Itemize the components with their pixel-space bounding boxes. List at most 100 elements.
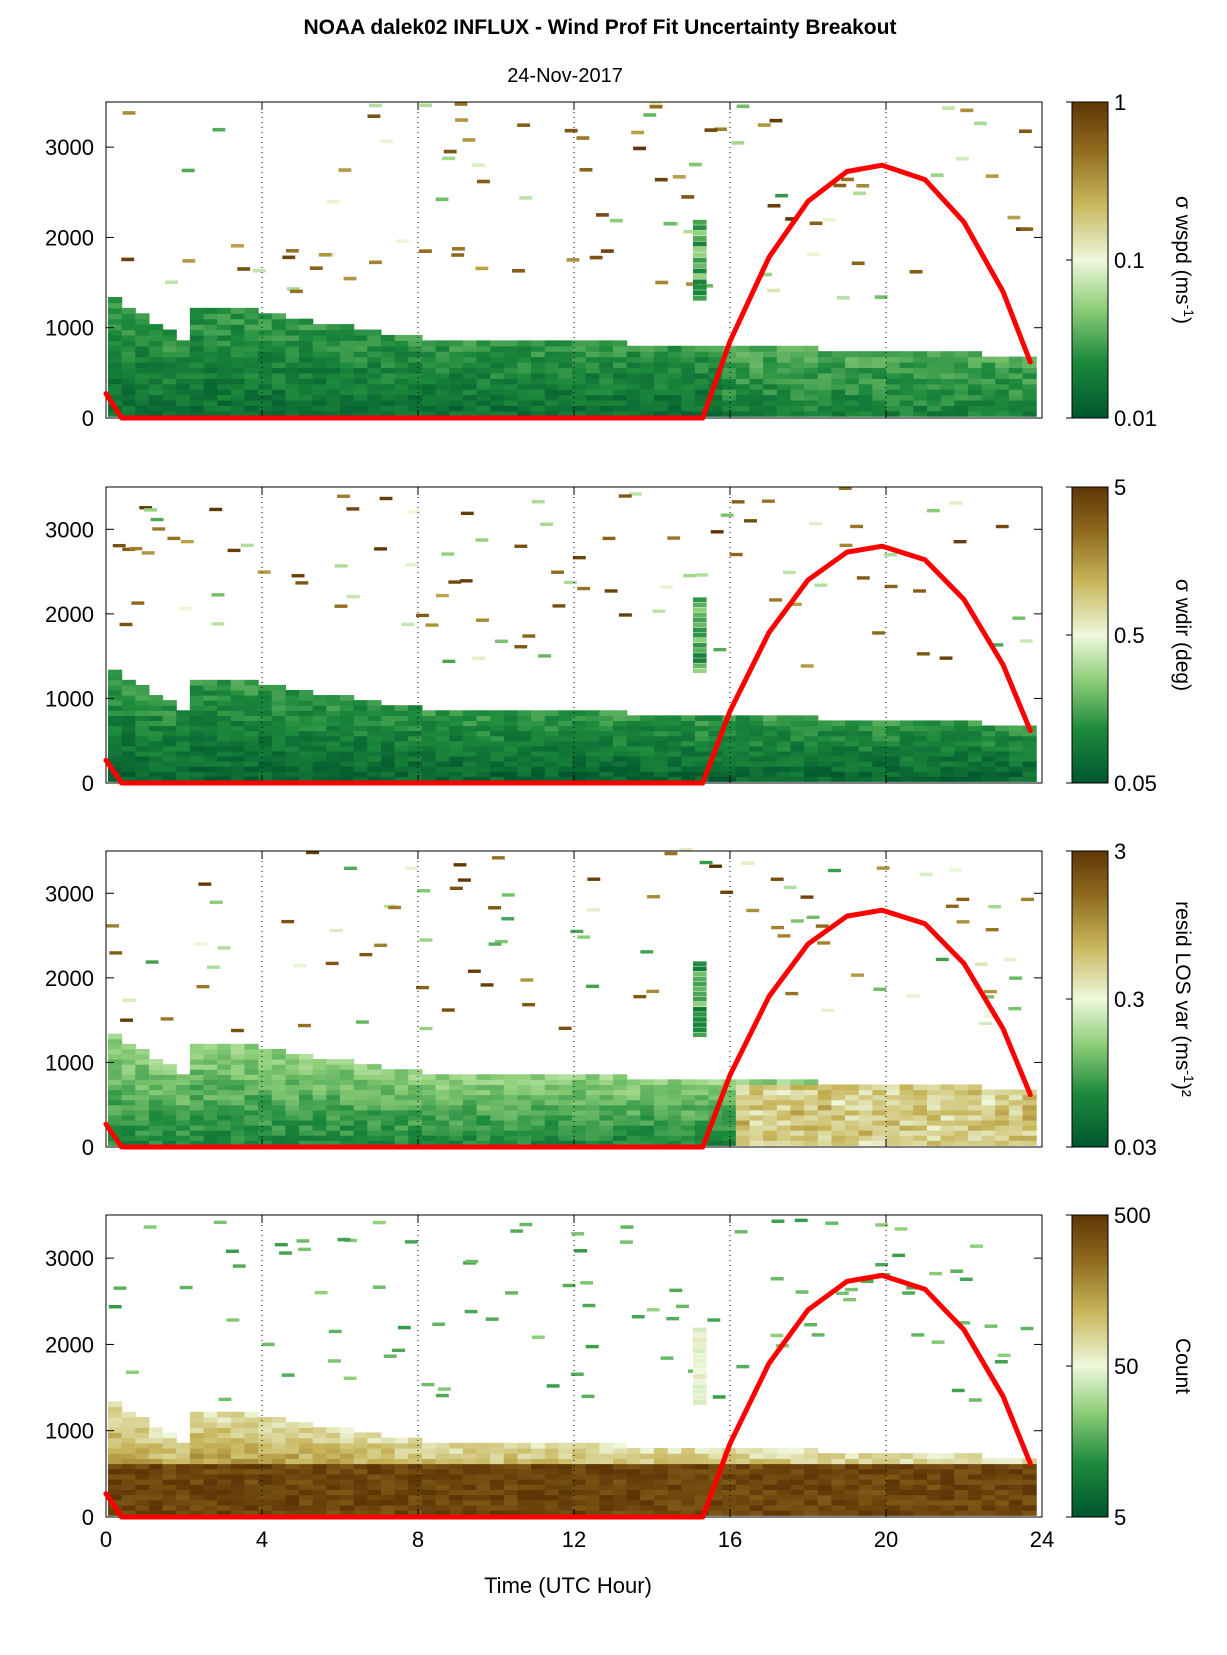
- heatmap-cell: [135, 1104, 150, 1111]
- heatmap-cell: [517, 725, 532, 732]
- heatmap-cell: [135, 730, 150, 737]
- heatmap-cell: [367, 362, 382, 369]
- heatmap-cell: [353, 1089, 368, 1096]
- heatmap-cell: [299, 324, 314, 331]
- heatmap-cell: [653, 761, 669, 767]
- heatmap-cell: [667, 1504, 682, 1511]
- heatmap-cell: [476, 735, 491, 742]
- heatmap-cell: [353, 700, 368, 706]
- heatmap-cell: [544, 1473, 559, 1480]
- heatmap-cell: [299, 1114, 314, 1121]
- heatmap-cell: [490, 1094, 505, 1101]
- heatmap-cell: [626, 740, 641, 747]
- heatmap-cell: [258, 1074, 273, 1080]
- heatmap-cell: [394, 1135, 409, 1141]
- heatmap-cell: [449, 345, 464, 352]
- heatmap-cell: [708, 345, 723, 352]
- heatmap-cell: [421, 351, 437, 358]
- heatmap-cell: [326, 710, 341, 716]
- heatmap-cell: [176, 776, 191, 782]
- heatmap-cell: [503, 356, 519, 363]
- heatmap-cell: [817, 740, 832, 747]
- heatmap-cell: [763, 725, 778, 732]
- heatmap-cell: [940, 1453, 955, 1459]
- sparse-cell: [213, 1220, 227, 1225]
- heatmap-cell: [476, 750, 491, 757]
- heatmap-cell: [626, 356, 641, 363]
- heatmap-cell: [1008, 730, 1024, 737]
- heatmap-cell: [203, 710, 218, 716]
- heatmap-cell: [394, 378, 409, 385]
- heatmap-cell: [449, 351, 464, 358]
- heatmap-cell: [940, 399, 955, 406]
- heatmap-cell: [804, 378, 819, 385]
- heatmap-cell: [517, 362, 532, 369]
- heatmap-cell: [244, 755, 259, 762]
- heatmap-cell: [367, 1499, 382, 1506]
- heatmap-cell: [1008, 1089, 1024, 1096]
- heatmap-cell: [572, 766, 587, 772]
- heatmap-cell: [408, 755, 423, 762]
- heatmap-cell: [585, 1463, 600, 1470]
- heatmap-cell: [353, 383, 368, 390]
- sparse-cell: [464, 1309, 478, 1314]
- heatmap-cell: [995, 1135, 1010, 1141]
- heatmap-cell: [544, 750, 559, 757]
- heatmap-cell: [380, 730, 396, 737]
- sparse-cell: [669, 1288, 683, 1293]
- heatmap-cell: [135, 329, 150, 336]
- sparse-cell: [329, 928, 343, 933]
- heatmap-cell: [926, 1479, 942, 1485]
- sparse-cell: [956, 156, 969, 161]
- heatmap-cell: [831, 1510, 846, 1516]
- heatmap-cell: [544, 340, 559, 347]
- sparse-cell: [570, 1372, 584, 1376]
- heatmap-cell: [135, 372, 150, 379]
- heatmap-cell: [421, 378, 437, 385]
- heatmap-cell: [735, 1494, 751, 1501]
- heatmap-cell: [217, 1130, 232, 1136]
- heatmap-cell: [913, 761, 928, 767]
- heatmap-cell: [162, 394, 177, 401]
- heatmap-cells: [107, 102, 1037, 417]
- heatmap-cell: [886, 1458, 901, 1465]
- heatmap-cell: [722, 1125, 737, 1131]
- heatmap-cell: [285, 340, 300, 347]
- heatmap-cell: [121, 776, 136, 782]
- sparse-cell: [860, 1279, 874, 1284]
- heatmap-cell: [708, 1447, 723, 1454]
- heatmap-cell: [899, 372, 914, 379]
- heatmap-cell: [503, 755, 519, 762]
- heatmap-cell: [299, 1442, 314, 1449]
- heatmap-cell: [258, 1416, 273, 1423]
- heatmap-cell: [967, 1119, 983, 1126]
- heatmap-cell: [653, 1114, 669, 1121]
- sparse-cell: [435, 1393, 449, 1398]
- heatmap-cell: [722, 1479, 737, 1485]
- heatmap-cell: [981, 740, 996, 747]
- sparse-cell: [472, 656, 486, 660]
- heatmap-cell: [340, 755, 355, 762]
- heatmap-cell: [503, 1140, 519, 1146]
- heatmap-cell: [613, 755, 628, 762]
- heatmap-cell: [271, 1109, 286, 1116]
- sparse-cell: [212, 127, 226, 132]
- heatmap-cell: [230, 1104, 246, 1111]
- heatmap-cell: [217, 1510, 232, 1516]
- heatmap-cell: [694, 755, 710, 762]
- heatmap-cell: [940, 1468, 955, 1475]
- heatmap-cell: [503, 1104, 519, 1111]
- heatmap-cell: [380, 1437, 396, 1444]
- sparse-cell: [853, 191, 867, 196]
- heatmap-cell: [244, 367, 259, 374]
- heatmap-cell: [421, 1479, 437, 1485]
- heatmap-cell: [558, 715, 573, 722]
- heatmap-cell: [230, 1109, 246, 1116]
- heatmap-cell: [995, 1494, 1010, 1501]
- sparse-cell: [577, 935, 591, 939]
- heatmap-cell: [449, 1473, 464, 1480]
- heatmap-cell: [981, 1130, 996, 1136]
- y-tick-label: 3000: [45, 135, 94, 160]
- heatmap-cell: [353, 367, 368, 374]
- heatmap-cell: [380, 1104, 396, 1111]
